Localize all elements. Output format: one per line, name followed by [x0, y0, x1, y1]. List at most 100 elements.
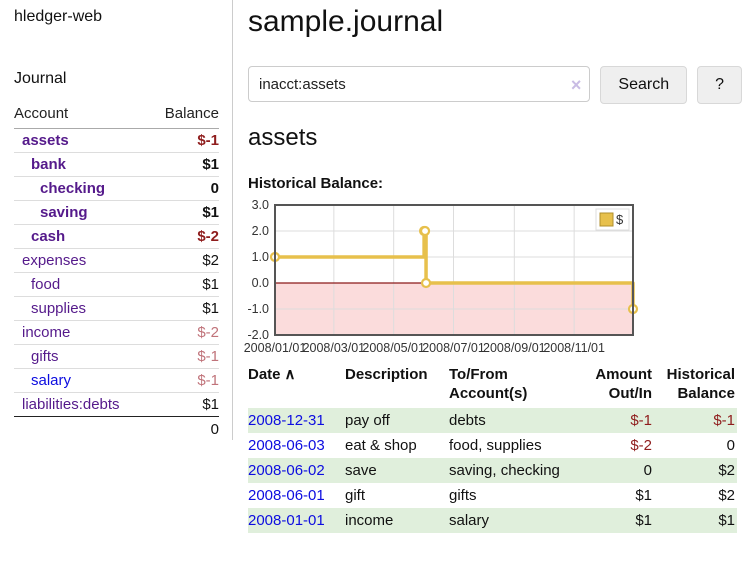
- chart-y-tick-label: -1.0: [247, 302, 269, 316]
- account-link[interactable]: assets: [22, 132, 69, 149]
- chart-y-tick-label: 2.0: [252, 224, 269, 238]
- chart-y-tick-label: -2.0: [247, 328, 269, 342]
- transaction-date-link[interactable]: 2008-01-01: [248, 512, 325, 529]
- chart-y-tick-label: 3.0: [252, 198, 269, 212]
- transaction-description: pay off: [345, 412, 390, 429]
- transaction-date-link[interactable]: 2008-06-02: [248, 462, 325, 479]
- account-balance: $-2: [197, 228, 219, 245]
- account-heading: assets: [248, 124, 318, 151]
- transaction-amount: $1: [635, 512, 652, 529]
- account-link[interactable]: supplies: [31, 300, 87, 317]
- transaction-balance: $2: [718, 462, 735, 479]
- legend-swatch: [599, 212, 614, 227]
- chart-x-tick-label: 2008/07/01: [422, 341, 485, 355]
- accounts-table-header: Account Balance: [14, 103, 219, 129]
- sidebar-account-row: saving $1: [14, 201, 219, 225]
- transaction-description: save: [345, 462, 377, 479]
- sidebar-account-row: liabilities:debts $1: [14, 393, 219, 417]
- transaction-accounts: salary: [449, 512, 490, 529]
- account-balance: $-1: [197, 372, 219, 389]
- transaction-accounts: saving, checking: [449, 462, 560, 479]
- register-header-row: Date ∧ Description To/From Account(s) Amount…: [248, 363, 737, 408]
- transaction-description: eat & shop: [345, 437, 417, 454]
- account-balance: $1: [202, 300, 219, 317]
- register-column-header[interactable]: Date ∧: [248, 366, 296, 383]
- transaction-description: gift: [345, 487, 366, 504]
- register-column-header: Description: [345, 366, 428, 383]
- search-button[interactable]: Search: [600, 66, 688, 104]
- chart-title: Historical Balance:: [248, 175, 384, 192]
- transaction-balance: 0: [726, 437, 735, 454]
- chart-data-point[interactable]: [419, 225, 431, 237]
- account-balance: $-1: [197, 348, 219, 365]
- help-button[interactable]: ?: [697, 66, 742, 104]
- register-column-header: Amount Out/In: [595, 366, 652, 402]
- account-link[interactable]: gifts: [31, 348, 59, 365]
- account-balance: $-2: [197, 324, 219, 341]
- chart-border: [274, 204, 634, 336]
- chart-x-tick-label: 2008/11/01: [543, 341, 605, 355]
- register-column-header: To/From Account(s): [449, 366, 528, 402]
- register-table: Date ∧ Description To/From Account(s) Amount…: [248, 363, 737, 533]
- nav-journal-link[interactable]: Journal: [14, 70, 67, 87]
- transaction-amount: 0: [643, 462, 652, 479]
- account-balance: $1: [202, 396, 219, 413]
- account-link[interactable]: salary: [31, 372, 72, 389]
- sidebar-account-row: income $-2: [14, 321, 219, 345]
- sidebar-account-row: food $1: [14, 273, 219, 297]
- sidebar-account-row: assets $-1: [14, 129, 219, 153]
- sidebar-account-row: expenses $2: [14, 249, 219, 273]
- account-link[interactable]: saving: [40, 204, 88, 221]
- accounts-header-balance: Balance: [164, 105, 219, 122]
- search-bar: × Search ?: [248, 66, 742, 104]
- account-balance: $1: [202, 204, 219, 221]
- account-balance: 0: [210, 180, 219, 197]
- account-link[interactable]: expenses: [22, 252, 87, 269]
- historical-balance-chart: 3.0 2.0 1.0 0.0 -1.0 -2.0 2008/01/01 2008/03/01…: [244, 198, 742, 361]
- account-link[interactable]: bank: [31, 156, 67, 173]
- sort-ascending-icon: ∧: [284, 366, 296, 383]
- app-title-link[interactable]: hledger-web: [14, 8, 103, 25]
- register-row: 2008-12-31 pay off debts $-1 $-1: [248, 408, 737, 433]
- chart-legend: $: [595, 208, 630, 231]
- transaction-date-link[interactable]: 2008-06-03: [248, 437, 325, 454]
- account-link[interactable]: cash: [31, 228, 66, 245]
- chart-x-tick-label: 2008/01/01: [244, 341, 307, 355]
- sidebar-account-row: cash $-2: [14, 225, 219, 249]
- sidebar-account-row: bank $1: [14, 153, 219, 177]
- page-title: sample.journal: [248, 5, 444, 38]
- sidebar-account-row: checking 0: [14, 177, 219, 201]
- transaction-amount: $-1: [630, 412, 652, 429]
- account-balance: $2: [202, 252, 219, 269]
- transaction-balance: $1: [718, 512, 735, 529]
- clear-search-icon[interactable]: ×: [570, 75, 582, 95]
- sidebar-account-row: gifts $-1: [14, 345, 219, 369]
- account-link[interactable]: food: [31, 276, 61, 293]
- account-balance: $1: [202, 156, 219, 173]
- transaction-balance: $2: [718, 487, 735, 504]
- legend-label: $: [616, 212, 624, 227]
- register-row: 2008-06-02 save saving, checking 0 $2: [248, 458, 737, 483]
- transaction-amount: $-2: [630, 437, 652, 454]
- transaction-accounts: debts: [449, 412, 486, 429]
- chart-x-tick-label: 2008/09/01: [483, 341, 546, 355]
- chart-y-tick-label: 1.0: [252, 250, 269, 264]
- accounts-header-account: Account: [14, 105, 69, 122]
- transaction-accounts: food, supplies: [449, 437, 542, 454]
- sidebar-account-row: supplies $1: [14, 297, 219, 321]
- account-link[interactable]: liabilities:debts: [22, 396, 120, 413]
- accounts-total-row: 0: [14, 417, 219, 441]
- transaction-date-link[interactable]: 2008-12-31: [248, 412, 325, 429]
- accounts-table: Account Balance assets $-1 bank $1 checking 0…: [14, 103, 219, 441]
- transaction-balance: $-1: [713, 412, 735, 429]
- register-row: 2008-06-01 gift gifts $1 $2: [248, 483, 737, 508]
- search-input-wrap: ×: [248, 66, 591, 104]
- search-input[interactable]: [248, 66, 591, 102]
- account-link[interactable]: income: [22, 324, 71, 341]
- register-row: 2008-06-03 eat & shop food, supplies $-2 0: [248, 433, 737, 458]
- chart-data-point[interactable]: [420, 277, 432, 289]
- transaction-amount: $1: [635, 487, 652, 504]
- transaction-date-link[interactable]: 2008-06-01: [248, 487, 325, 504]
- account-link[interactable]: checking: [40, 180, 106, 197]
- register-row: 2008-01-01 income salary $1 $1: [248, 508, 737, 533]
